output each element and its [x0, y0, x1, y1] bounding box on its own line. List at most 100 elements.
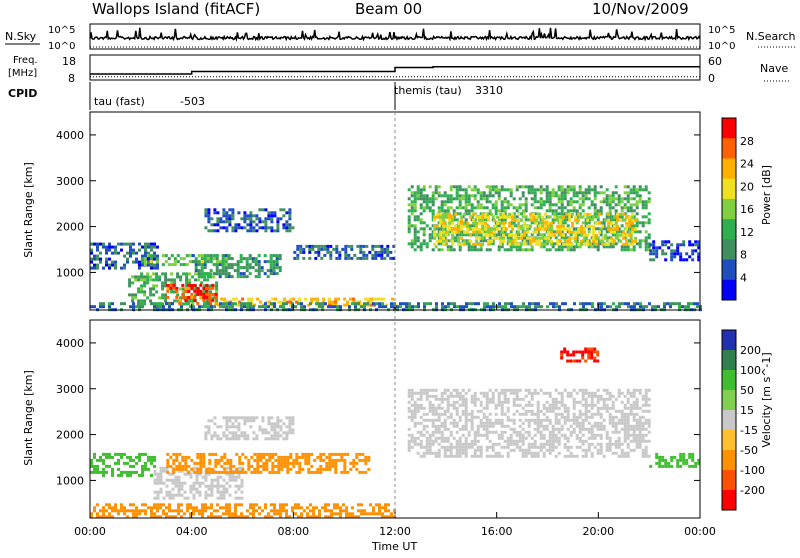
velocity-echo-cell: [539, 388, 543, 392]
velocity-echo-cell: [446, 448, 450, 452]
power-echo-cell: [140, 302, 144, 306]
velocity-echo-cell: [126, 515, 129, 519]
power-echo-cell: [630, 305, 633, 309]
velocity-echo-cell: [228, 509, 231, 513]
velocity-echo-cell: [455, 424, 459, 428]
power-echo-cell: [357, 302, 360, 306]
velocity-echo-cell: [228, 416, 232, 420]
velocity-echo-cell: [285, 515, 288, 519]
power-echo-cell: [497, 248, 501, 252]
power-echo-cell: [584, 188, 588, 192]
velocity-echo-cell: [638, 388, 642, 392]
power-echo-cell: [548, 203, 552, 207]
power-echo-cell: [611, 191, 615, 195]
velocity-echo-cell: [485, 454, 489, 458]
velocity-echo-cell: [620, 454, 624, 458]
velocity-echo-cell: [638, 415, 642, 419]
velocity-echo-cell: [273, 425, 277, 429]
power-echo-cell: [161, 293, 165, 297]
power-echo-cell: [399, 302, 402, 306]
velocity-echo-cell: [593, 403, 597, 407]
velocity-echo-cell: [572, 350, 576, 354]
power-echo-cell: [577, 242, 581, 246]
velocity-echo-cell: [93, 455, 96, 459]
noise-right-tick-top: 10^5: [708, 25, 735, 36]
power-echo-cell: [557, 245, 561, 249]
power-echo-cell: [102, 266, 105, 270]
velocity-echo-cell: [569, 445, 573, 449]
velocity-echo-cell: [213, 484, 217, 488]
power-echo-cell: [413, 239, 417, 243]
velocity-echo-cell: [413, 439, 417, 443]
power-echo-cell: [626, 248, 630, 252]
velocity-echo-cell: [500, 436, 504, 440]
velocity-echo-cell: [216, 487, 220, 491]
velocity-echo-cell: [123, 512, 126, 516]
power-echo-cell: [603, 302, 606, 306]
power-echo-cell: [147, 251, 150, 255]
power-echo-cell: [251, 257, 255, 261]
velocity-echo-cell: [458, 418, 462, 422]
power-echo-cell: [123, 263, 126, 267]
velocity-echo-cell: [623, 454, 627, 458]
power-echo-cell: [641, 224, 645, 228]
velocity-echo-cell: [455, 454, 459, 458]
velocity-echo-cell: [294, 506, 297, 510]
power-echo-cell: [386, 247, 390, 251]
power-echo-cell: [494, 206, 498, 210]
velocity-echo-cell: [563, 433, 567, 437]
power-echo-cell: [523, 242, 527, 246]
power-echo-cell: [559, 227, 563, 231]
velocity-echo-cell: [407, 427, 411, 431]
power-echo-cell: [464, 191, 468, 195]
power-echo-cell: [413, 218, 417, 222]
velocity-colorbar-tick: -200: [740, 484, 765, 497]
velocity-echo-cell: [159, 490, 163, 494]
velocity-echo-cell: [387, 515, 390, 519]
velocity-echo-cell: [261, 509, 264, 513]
velocity-echo-cell: [198, 490, 202, 494]
velocity-echo-cell: [126, 509, 129, 513]
power-echo-cell: [562, 215, 566, 219]
velocity-echo-cell: [328, 455, 332, 459]
power-echo-cell: [503, 212, 507, 216]
velocity-echo-cell: [213, 478, 217, 482]
power-echo-cell: [524, 248, 528, 252]
velocity-echo-cell: [306, 506, 309, 510]
power-echo-cell: [647, 218, 651, 222]
velocity-echo-cell: [620, 415, 624, 419]
power-echo-cell: [272, 272, 276, 276]
velocity-echo-cell: [623, 439, 627, 443]
velocity-echo-cell: [138, 509, 141, 513]
power-echo-cell: [467, 212, 471, 216]
velocity-echo-cell: [605, 391, 609, 395]
velocity-echo-cell: [375, 512, 378, 516]
velocity-echo-cell: [527, 400, 531, 404]
velocity-echo-cell: [132, 458, 135, 462]
power-echo-cell: [199, 289, 203, 293]
velocity-echo-cell: [262, 467, 266, 471]
power-echo-cell: [479, 248, 483, 252]
velocity-echo-cell: [512, 418, 516, 422]
power-echo-cell: [506, 248, 510, 252]
velocity-echo-cell: [590, 356, 594, 360]
power-echo-cell: [457, 242, 461, 246]
power-echo-cell: [632, 191, 636, 195]
power-echo-cell: [269, 272, 273, 276]
velocity-echo-cell: [298, 464, 302, 468]
velocity-echo-cell: [129, 470, 132, 474]
velocity-echo-cell: [276, 431, 280, 435]
velocity-echo-cell: [563, 409, 567, 413]
velocity-echo-cell: [252, 431, 256, 435]
velocity-echo-cell: [587, 353, 591, 357]
power-echo-cell: [230, 266, 234, 270]
power-echo-cell: [443, 236, 447, 240]
velocity-echo-cell: [455, 445, 459, 449]
velocity-echo-cell: [536, 445, 540, 449]
velocity-echo-cell: [276, 419, 280, 423]
power-echo-cell: [633, 302, 636, 306]
velocity-echo-cell: [105, 464, 108, 468]
power-echo-cell: [269, 266, 273, 270]
power-echo-cell: [548, 236, 552, 240]
power-echo-cell: [222, 226, 226, 230]
